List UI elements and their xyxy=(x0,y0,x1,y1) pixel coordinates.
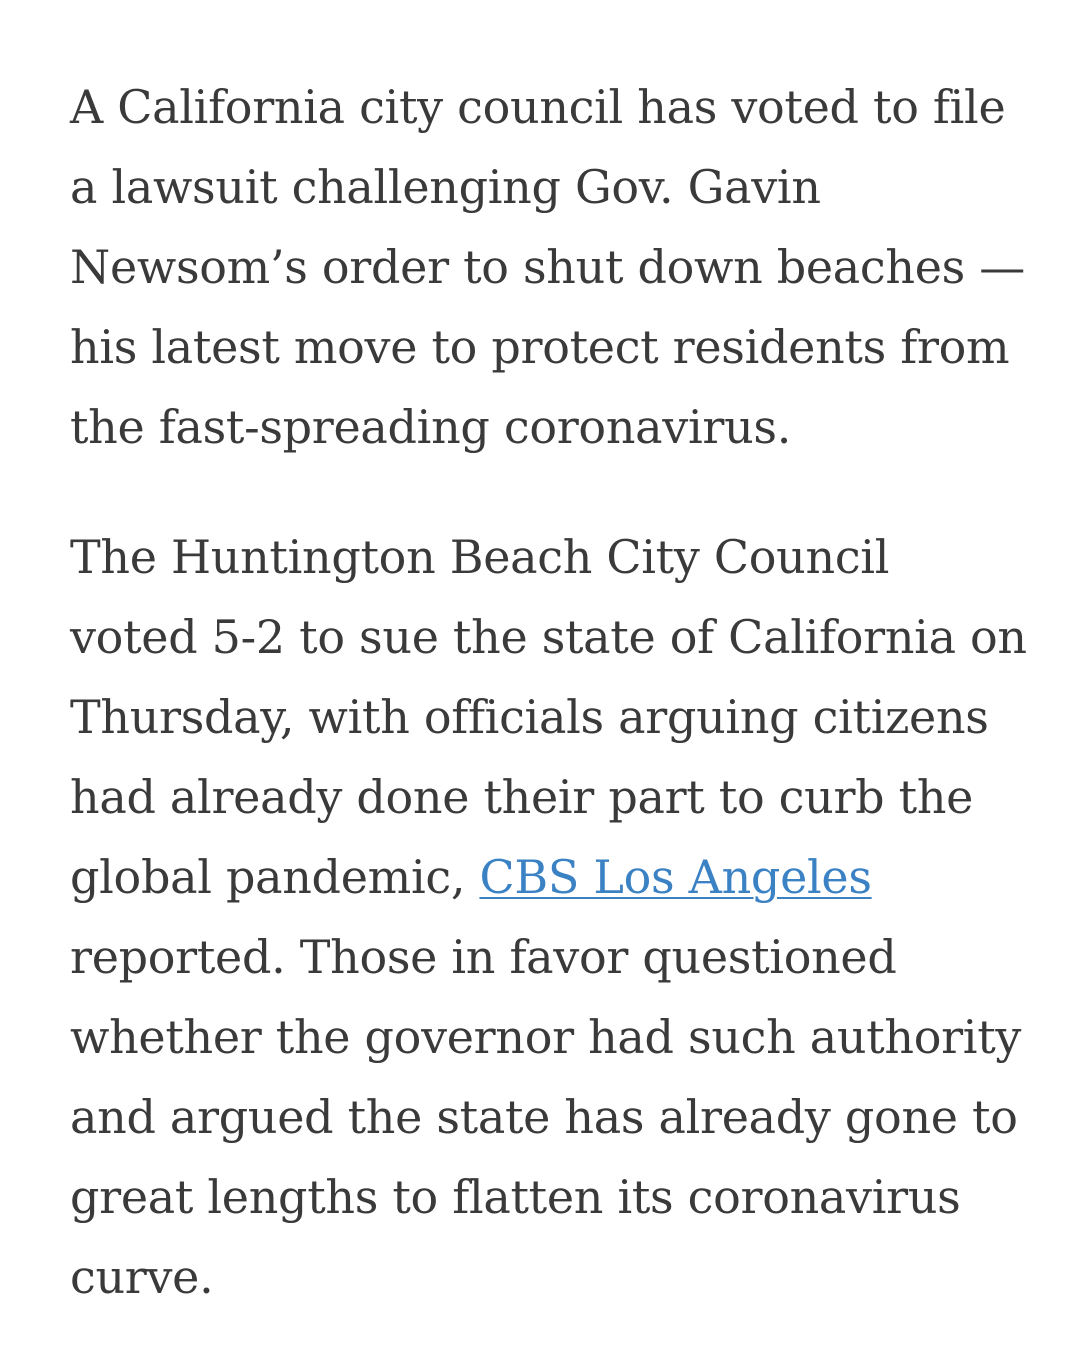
cbs-los-angeles-link[interactable]: CBS Los Angeles xyxy=(479,850,872,904)
paragraph-1: A California city council has voted to f… xyxy=(70,80,1025,454)
paragraph-2-text-before-link: The Huntington Beach City Council voted … xyxy=(70,530,1027,904)
paragraph-2-text-after-link: reported. Those in favor questioned whet… xyxy=(70,930,1022,1304)
article-body: A California city council has voted to f… xyxy=(70,67,1030,1317)
paragraph-2: The Huntington Beach City Council voted … xyxy=(70,517,1030,1317)
